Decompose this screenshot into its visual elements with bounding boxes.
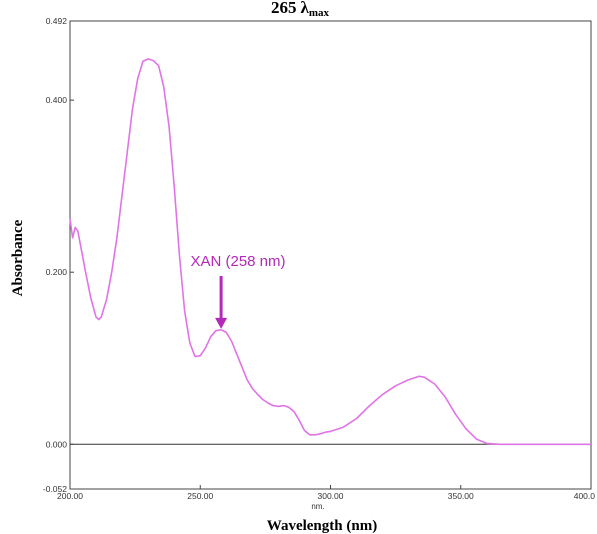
- series-layer: [69, 58, 591, 446]
- x-tick-label: 250.00: [187, 491, 213, 501]
- y-tick-label: 0.400: [46, 95, 68, 105]
- x-tick-label: 300.00: [318, 491, 344, 501]
- chart-title: 265 λmax: [271, 0, 330, 19]
- x-axis-ticks: 200.00 250.00 300.00 350.00 400.0: [57, 485, 595, 501]
- plot-border: [69, 20, 592, 490]
- x-tick-label: 200.00: [57, 491, 83, 501]
- y-tick-label: -0.052: [43, 484, 67, 494]
- annotation-arrow-head: [215, 317, 228, 329]
- x-axis-title: Wavelength (nm): [267, 518, 377, 534]
- x-axis-unit: nm.: [311, 502, 324, 511]
- title-value: 265: [271, 0, 297, 17]
- title-symbol: λ: [300, 0, 309, 17]
- x-tick-label: 400.0: [574, 491, 596, 501]
- annotation-layer: XAN (258 nm): [190, 253, 286, 329]
- y-axis-title: Absorbance: [10, 219, 26, 296]
- y-tick-label: 0.000: [46, 439, 68, 449]
- spectrum-line: [69, 58, 591, 446]
- y-axis-ticks: 0.492 0.400 0.200 0.000 -0.052: [43, 16, 74, 494]
- x-tick-label: 350.00: [448, 491, 474, 501]
- plot-frame: [69, 20, 592, 490]
- title-subscript: max: [309, 7, 330, 19]
- annotation-label: XAN (258 nm): [190, 253, 285, 270]
- y-tick-label: 0.492: [46, 16, 68, 26]
- y-tick-label: 0.200: [46, 267, 68, 277]
